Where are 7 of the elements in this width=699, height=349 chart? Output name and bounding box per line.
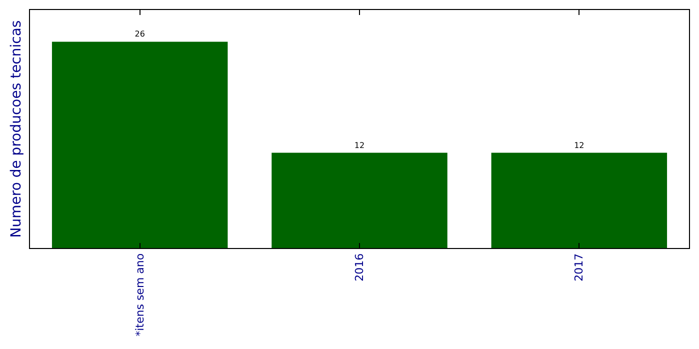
x-tick-label: 2016 <box>353 253 366 282</box>
data-label: 26 <box>134 30 145 39</box>
data-label: 12 <box>354 140 365 150</box>
x-tick-label: *itens sem ano <box>133 253 146 336</box>
data-label: 12 <box>574 140 584 150</box>
y-axis-title: Numero de producoes tecnicas <box>8 20 25 238</box>
x-tick-label: 2017 <box>572 253 586 282</box>
